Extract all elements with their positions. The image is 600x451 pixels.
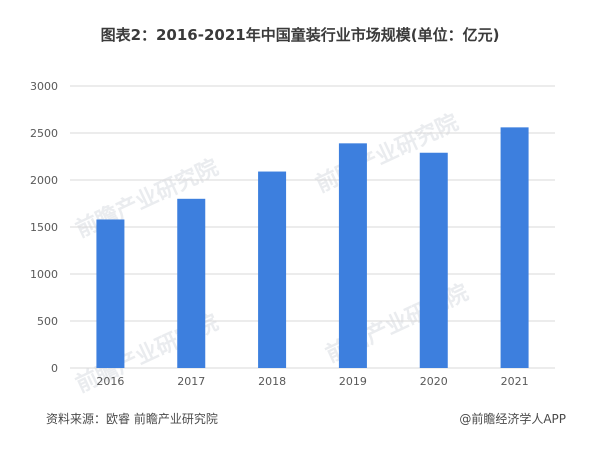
y-tick-label: 0 (51, 362, 58, 375)
y-tick-label: 500 (37, 315, 58, 328)
bar-2020 (419, 152, 448, 368)
y-tick-label: 2000 (30, 174, 58, 187)
bar-2018 (258, 171, 287, 368)
x-tick-label: 2021 (501, 375, 529, 388)
x-tick-label: 2016 (96, 375, 124, 388)
y-tick-label: 2500 (30, 127, 58, 140)
grid-lines (70, 85, 555, 369)
y-tick-label: 1500 (30, 221, 58, 234)
y-axis: 0 500 1000 1500 2000 2500 3000 (30, 80, 58, 375)
y-tick-label: 3000 (30, 80, 58, 93)
chart-title: 图表2：2016-2021年中国童装行业市场规模(单位：亿元) (100, 26, 500, 44)
x-tick-label: 2018 (258, 375, 286, 388)
bar-2019 (338, 143, 367, 368)
x-tick-label: 2017 (177, 375, 205, 388)
x-tick-label: 2019 (339, 375, 367, 388)
bars (96, 127, 529, 368)
y-tick-label: 1000 (30, 268, 58, 281)
x-axis: 2016 2017 2018 2019 2020 2021 (96, 375, 528, 388)
bar-2016 (96, 219, 125, 368)
footer: 资料来源：欧睿 前瞻产业研究院 @前瞻经济学人APP (0, 410, 600, 432)
bar-2017 (177, 198, 206, 368)
bar-2021 (500, 127, 529, 368)
brand-credit: @前瞻经济学人APP (459, 412, 566, 426)
source-note: 资料来源：欧睿 前瞻产业研究院 (46, 412, 218, 426)
x-tick-label: 2020 (420, 375, 448, 388)
